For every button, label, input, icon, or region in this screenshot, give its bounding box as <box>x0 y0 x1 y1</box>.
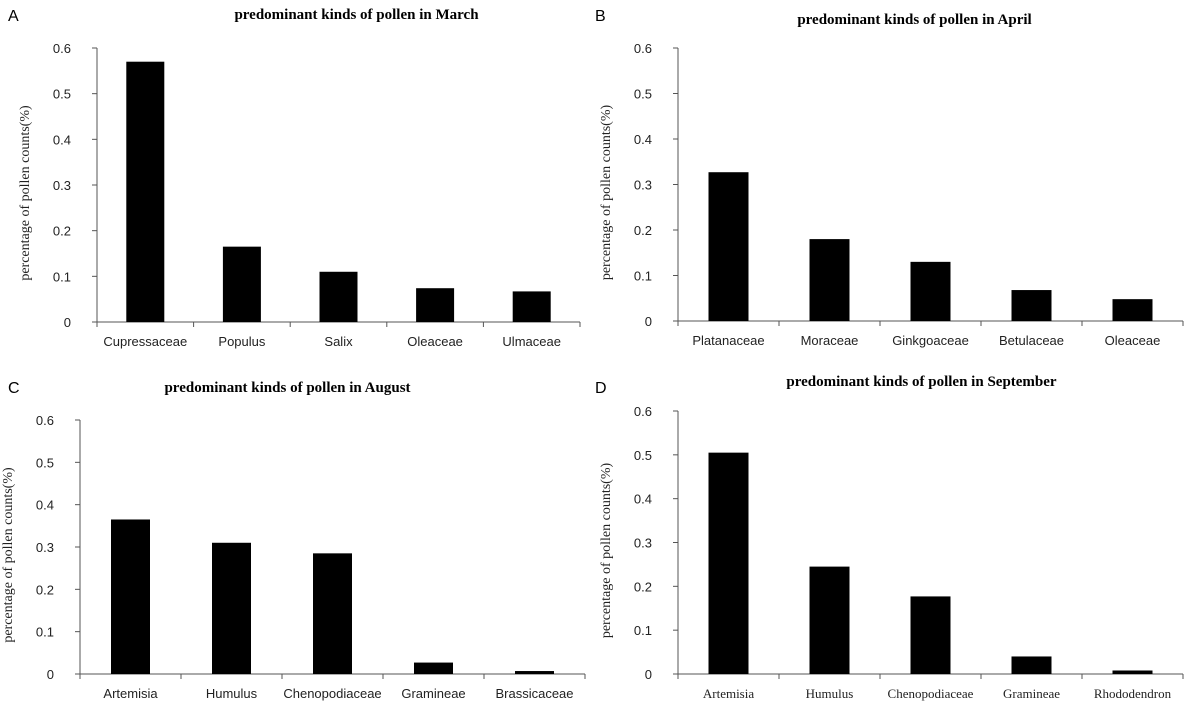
x-tick-label: Ginkgoaceae <box>892 333 969 348</box>
y-tick-label: 0.3 <box>634 536 652 551</box>
bar-chart: 0 0.1 0.2 0.3 0.4 0.5 0.6 Cupressaceae Populus Sa… <box>18 41 581 349</box>
bar <box>708 172 749 321</box>
x-tick-label: Betulaceae <box>999 333 1064 348</box>
chart-panel-a: A predominant kinds of pollen in March 0… <box>0 0 593 352</box>
y-axis-label: percentage of pollen counts(%) <box>18 105 33 281</box>
x-tick-label: Chenopodiaceae <box>888 686 974 701</box>
bar <box>111 519 150 674</box>
chart-title: predominant kinds of pollen in August <box>164 380 411 396</box>
panel-letter: A <box>8 8 19 25</box>
y-tick-label: 0 <box>645 667 652 682</box>
y-tick-label: 0.4 <box>634 492 652 507</box>
x-tick-label: Gramineae <box>1003 686 1060 701</box>
y-axis-label: percentage of pollen counts(%) <box>1 467 16 643</box>
bar <box>212 542 251 674</box>
x-tick-label: Oleaceae <box>1105 333 1161 348</box>
y-tick-label: 0 <box>645 314 652 329</box>
chart-title: predominant kinds of pollen in September <box>786 374 1057 390</box>
y-tick-label: 0.5 <box>36 455 54 470</box>
x-tick-label: Cupressaceae <box>103 334 187 349</box>
x-tick-label: Rhododendron <box>1094 686 1172 701</box>
panel-letter: C <box>8 380 20 397</box>
x-tick-label: Artemisia <box>103 686 158 701</box>
bar <box>416 288 455 322</box>
bar <box>512 291 551 322</box>
y-tick-label: 0.3 <box>634 178 652 193</box>
y-axis-label: percentage of pollen counts(%) <box>599 463 614 639</box>
x-tick-label: Salix <box>324 334 353 349</box>
bar <box>313 553 352 674</box>
panel-letter: B <box>595 8 606 25</box>
x-tick-label: Humulus <box>806 686 854 701</box>
x-tick-label: Populus <box>218 334 265 349</box>
chart-panel-c: C predominant kinds of pollen in August … <box>0 352 593 701</box>
y-tick-label: 0 <box>64 315 71 330</box>
y-tick-label: 0.4 <box>634 132 652 147</box>
y-tick-label: 0.5 <box>634 448 652 463</box>
chart-panel-b: B predominant kinds of pollen in April 0… <box>593 0 1186 352</box>
x-tick-label: Ulmaceae <box>502 334 561 349</box>
bar <box>910 261 951 321</box>
y-tick-label: 0.1 <box>634 623 652 638</box>
y-tick-label: 0.2 <box>53 224 71 239</box>
x-tick-label: Oleaceae <box>407 334 463 349</box>
y-tick-label: 0.3 <box>36 540 54 555</box>
y-tick-label: 0.5 <box>53 87 71 102</box>
bar-chart: 0 0.1 0.2 0.3 0.4 0.5 0.6 Platanaceae Moraceae Gi… <box>599 41 1184 348</box>
bar <box>1112 670 1153 674</box>
bar <box>126 61 165 322</box>
y-axis-label: percentage of pollen counts(%) <box>599 105 614 281</box>
y-tick-label: 0.6 <box>53 41 71 56</box>
bar <box>1011 656 1052 674</box>
bar <box>1112 299 1153 321</box>
bar <box>414 662 453 674</box>
y-tick-label: 0.5 <box>634 87 652 102</box>
y-tick-label: 0.2 <box>634 579 652 594</box>
y-tick-label: 0 <box>47 667 54 682</box>
y-tick-label: 0.1 <box>53 269 71 284</box>
x-tick-label: Brassicaceae <box>495 686 573 701</box>
chart-title: predominant kinds of pollen in March <box>234 7 479 23</box>
x-tick-label: Artemisia <box>703 686 754 701</box>
bar-chart: 0 0.1 0.2 0.3 0.4 0.5 0.6 Artemisia Humulus Cheno… <box>1 413 586 701</box>
x-tick-label: Gramineae <box>401 686 465 701</box>
y-tick-label: 0.4 <box>53 132 71 147</box>
chart-panel-d: D predominant kinds of pollen in Septemb… <box>593 352 1186 701</box>
bar <box>319 271 358 322</box>
y-tick-label: 0.2 <box>634 223 652 238</box>
bar <box>1011 290 1052 321</box>
bar <box>809 566 850 674</box>
y-tick-label: 0.4 <box>36 498 54 513</box>
y-tick-label: 0.6 <box>634 41 652 56</box>
y-tick-label: 0.2 <box>36 582 54 597</box>
bar-chart: 0 0.1 0.2 0.3 0.4 0.5 0.6 Artemisia Humulus Cheno… <box>599 404 1184 701</box>
bar <box>809 239 850 321</box>
x-tick-label: Platanaceae <box>692 333 764 348</box>
bar <box>708 452 749 674</box>
y-tick-label: 0.3 <box>53 178 71 193</box>
x-tick-label: Humulus <box>206 686 258 701</box>
bar <box>515 671 554 674</box>
chart-title: predominant kinds of pollen in April <box>797 12 1032 28</box>
x-tick-label: Moraceae <box>801 333 859 348</box>
y-tick-label: 0.6 <box>36 413 54 428</box>
bar <box>910 596 951 674</box>
x-tick-label: Chenopodiaceae <box>283 686 381 701</box>
y-tick-label: 0.6 <box>634 404 652 419</box>
y-tick-label: 0.1 <box>634 269 652 284</box>
panel-letter: D <box>595 380 607 397</box>
bar <box>222 246 261 322</box>
y-tick-label: 0.1 <box>36 625 54 640</box>
